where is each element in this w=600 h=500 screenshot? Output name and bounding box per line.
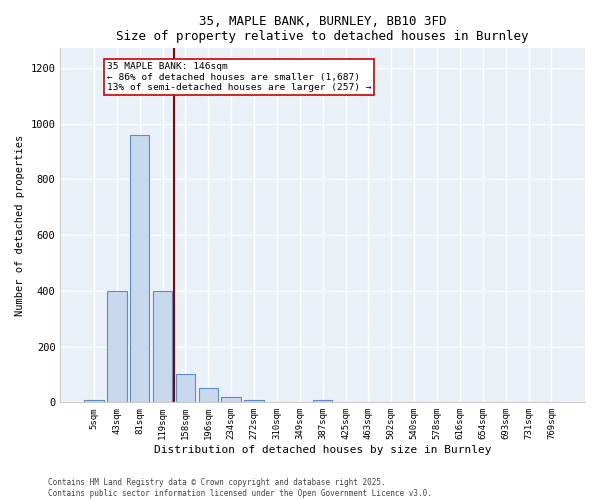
Title: 35, MAPLE BANK, BURNLEY, BB10 3FD
Size of property relative to detached houses i: 35, MAPLE BANK, BURNLEY, BB10 3FD Size o… xyxy=(116,15,529,43)
Bar xyxy=(313,400,332,402)
Bar xyxy=(244,400,264,402)
Bar xyxy=(199,388,218,402)
Text: 35 MAPLE BANK: 146sqm
← 86% of detached houses are smaller (1,687)
13% of semi-d: 35 MAPLE BANK: 146sqm ← 86% of detached … xyxy=(107,62,371,92)
Y-axis label: Number of detached properties: Number of detached properties xyxy=(15,134,25,316)
Bar xyxy=(130,134,149,402)
Bar xyxy=(176,374,195,402)
Text: Contains HM Land Registry data © Crown copyright and database right 2025.
Contai: Contains HM Land Registry data © Crown c… xyxy=(48,478,432,498)
Bar xyxy=(107,291,127,403)
X-axis label: Distribution of detached houses by size in Burnley: Distribution of detached houses by size … xyxy=(154,445,491,455)
Bar xyxy=(153,291,172,403)
Bar xyxy=(221,397,241,402)
Bar xyxy=(84,400,104,402)
